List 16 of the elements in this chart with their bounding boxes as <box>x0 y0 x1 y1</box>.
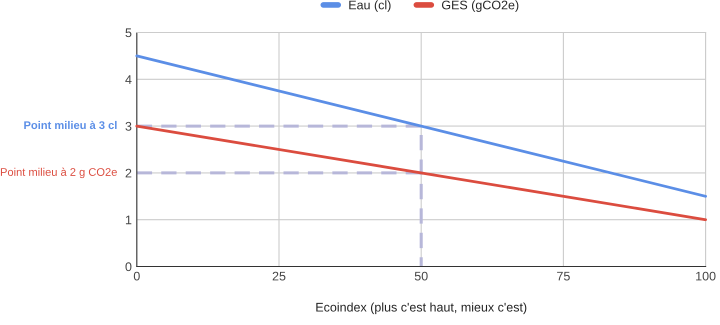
y-tick-label: 1 <box>126 216 132 224</box>
x-tick-label: 25 <box>272 272 286 281</box>
y-tick-label: 2 <box>126 168 132 178</box>
y-tick-label: 3 <box>125 122 132 131</box>
y-tick-label: 4 <box>125 75 132 84</box>
x-tick-label: 50 <box>414 272 428 281</box>
x-axis-title: Ecoindex (plus c'est haut, mieux c'est) <box>316 302 526 314</box>
x-tick-label: 75 <box>557 272 570 281</box>
legend-label: Eau (cl) <box>349 0 391 12</box>
annotation: Point milieu à 2 g CO2e <box>0 168 117 178</box>
y-tick-label: 0 <box>125 262 132 272</box>
y-tick-label: 5 <box>125 28 132 38</box>
annotation: Point milieu à 3 cl <box>24 120 117 130</box>
legend-label: GES (gCO2e) <box>442 0 518 12</box>
x-tick-label: 100 <box>696 272 716 281</box>
x-tick-label: 0 <box>134 272 140 281</box>
